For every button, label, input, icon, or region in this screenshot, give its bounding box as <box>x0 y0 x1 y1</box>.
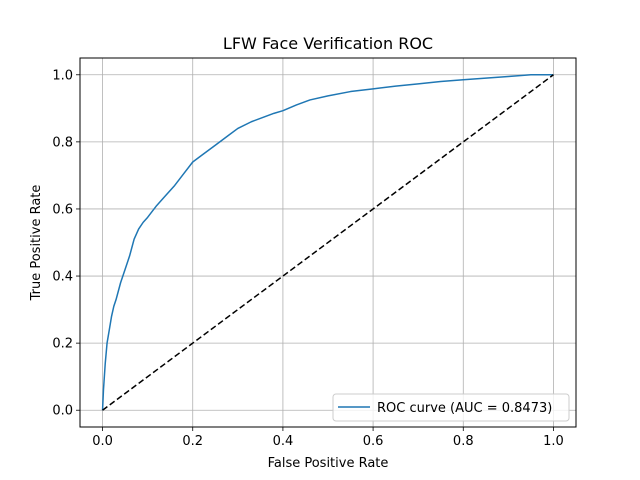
legend-label: ROC curve (AUC = 0.8473) <box>377 401 552 416</box>
y-tick-label: 0.0 <box>52 404 73 419</box>
x-tick-label: 0.0 <box>92 434 113 449</box>
chart-title: LFW Face Verification ROC <box>223 34 433 53</box>
legend-box <box>332 393 570 422</box>
x-tick-label: 0.6 <box>363 434 384 449</box>
y-tick-label: 0.4 <box>52 270 73 285</box>
y-tick-label: 0.2 <box>52 337 73 352</box>
grid-lines <box>80 58 576 427</box>
x-tick-label: 1.0 <box>543 434 564 449</box>
x-tick-label: 0.8 <box>453 434 474 449</box>
plot-frame <box>79 57 577 428</box>
axis-ticks: 0.0 0.2 0.4 0.6 0.8 1.0 0.0 0.2 0.4 0.6 0.8 1.0 <box>52 68 563 449</box>
y-axis-label: True Positive Rate <box>29 185 44 302</box>
y-tick-label: 0.8 <box>52 135 73 150</box>
x-tick-label: 0.2 <box>182 434 203 449</box>
series-layer <box>101 74 554 411</box>
x-axis-label: False Positive Rate <box>268 456 389 471</box>
roc-curve-line <box>101 74 554 411</box>
chance-diagonal-line <box>102 74 554 411</box>
x-tick-label: 0.4 <box>273 434 294 449</box>
legend: ROC curve (AUC = 0.8473) <box>332 393 570 422</box>
y-tick-label: 0.6 <box>52 202 73 217</box>
y-tick-label: 1.0 <box>52 68 73 83</box>
